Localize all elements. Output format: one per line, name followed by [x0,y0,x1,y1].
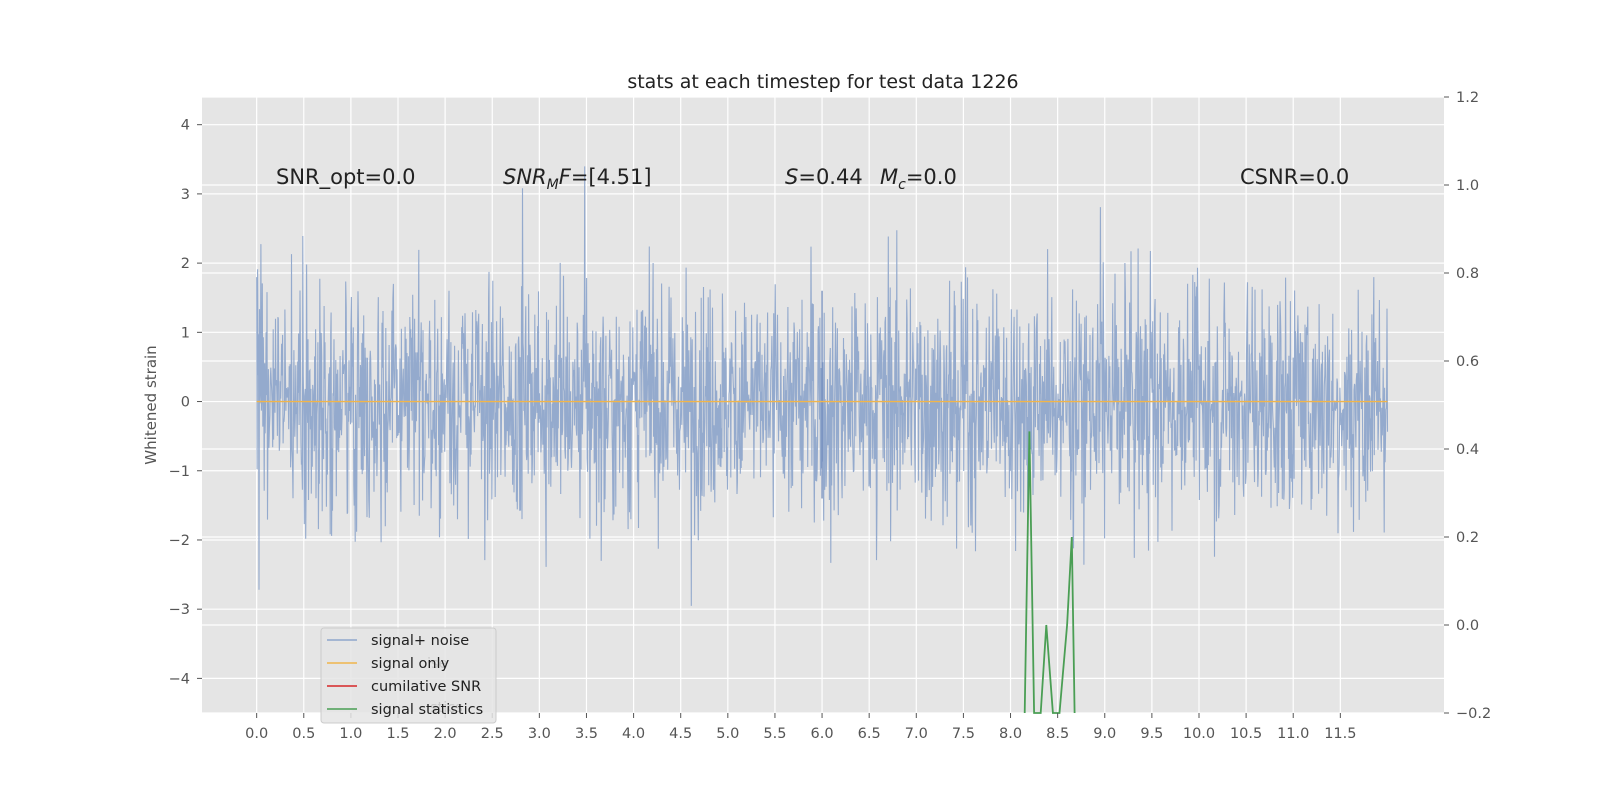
y-tick-label: 1 [181,325,190,341]
x-tick-label: 1.5 [386,726,409,742]
y-tick-label: 0 [181,395,190,411]
legend-label-signal-statistics: signal statistics [371,702,483,718]
x-tick-label: 4.5 [669,726,692,742]
x-tick-label: 2.5 [481,726,504,742]
annotation-s: S=0.44 [785,165,863,189]
x-tick-label: 6.5 [858,726,881,742]
x-tick-label: 0.0 [245,726,268,742]
annotation-mc-value: =0.0 [906,165,957,189]
legend-ghost-text-1: ise [427,656,448,672]
x-tick-label: 7.5 [952,726,975,742]
legend: ise stics signal+ noise signal only cumi… [320,627,497,724]
x-tick-label: 3.0 [528,726,551,742]
x-tick-label: 6.0 [811,726,834,742]
x-tick-label: 5.0 [716,726,739,742]
y-tick-label: 3 [181,187,190,203]
annotation-mc-sub: c [898,177,906,193]
series-signal-statistics [1023,431,1076,714]
annotation-snr-mf-value: =[4.51] [571,165,652,189]
x-axis-ticks: 0.0 0.5 1.0 1.5 2.0 2.5 3.0 3.5 4.0 4.5 5.0 5.5 6.0 6… [245,713,1356,742]
y-right-tick-label: 0.8 [1456,266,1479,282]
x-tick-label: 4.0 [622,726,645,742]
legend-box [320,627,497,724]
annotation-snr-mf: SNRMF=[4.51] [503,165,652,193]
y-axis-label: Whitened strain [142,345,160,464]
legend-label-cumilative-snr: cumilative SNR [371,679,481,695]
y-right-tick-label: 0.4 [1456,442,1479,458]
y-tick-label: −1 [169,464,190,480]
annotation-csnr: CSNR=0.0 [1240,165,1349,189]
y-right-tick-label: 1.2 [1456,90,1479,106]
y-axis-ticks: 4 3 2 1 0 −1 −2 −3 −4 [169,118,202,687]
x-tick-label: 0.5 [292,726,315,742]
legend-ghost-text-2: stics [430,700,463,716]
y-tick-label: −3 [169,602,190,618]
y-tick-label: 2 [181,256,190,272]
legend-label-signal-noise: signal+ noise [371,633,469,649]
x-tick-label: 10.0 [1183,726,1215,742]
annotation-mc-label: M [880,165,898,189]
y-right-tick-label: 0.0 [1456,618,1479,634]
annotation-snr-mf-f: F [559,165,572,189]
annotation-snr-mf-base: SNR [503,165,547,189]
x-tick-label: 9.0 [1093,726,1116,742]
series-signal-noise [256,166,1389,606]
x-tick-label: 8.0 [999,726,1022,742]
legend-label-signal-only: signal only [371,656,450,672]
x-tick-label: 8.5 [1046,726,1069,742]
annotation-mc: Mc=0.0 [880,165,957,193]
annotation-s-value: =0.44 [798,165,862,189]
y-right-tick-label: 0.2 [1456,530,1479,546]
y-tick-label: 4 [181,118,190,134]
x-tick-label: 2.0 [434,726,457,742]
chart-title: stats at each timestep for test data 122… [627,71,1018,93]
y-tick-label: −4 [169,671,190,687]
signal-statistics-line [1023,431,1076,714]
x-tick-label: 1.0 [339,726,362,742]
x-tick-label: 5.5 [763,726,786,742]
annotation-snr-opt: SNR_opt=0.0 [276,165,416,190]
y-right-tick-label: 0.6 [1456,354,1479,370]
x-tick-label: 11.0 [1277,726,1309,742]
annotation-s-label: S [785,165,798,189]
y-right-axis-ticks: 1.2 1.0 0.8 0.6 0.4 0.2 0.0 −0.2 [1444,90,1491,722]
x-tick-label: 7.0 [905,726,928,742]
y-tick-label: −2 [169,533,190,549]
x-tick-label: 9.5 [1140,726,1163,742]
annotation-snr-mf-sub: M [547,177,559,193]
y-right-tick-label: −0.2 [1456,706,1491,722]
y-right-tick-label: 1.0 [1456,178,1479,194]
x-tick-label: 3.5 [575,726,598,742]
x-tick-label: 10.5 [1230,726,1262,742]
x-tick-label: 11.5 [1324,726,1356,742]
